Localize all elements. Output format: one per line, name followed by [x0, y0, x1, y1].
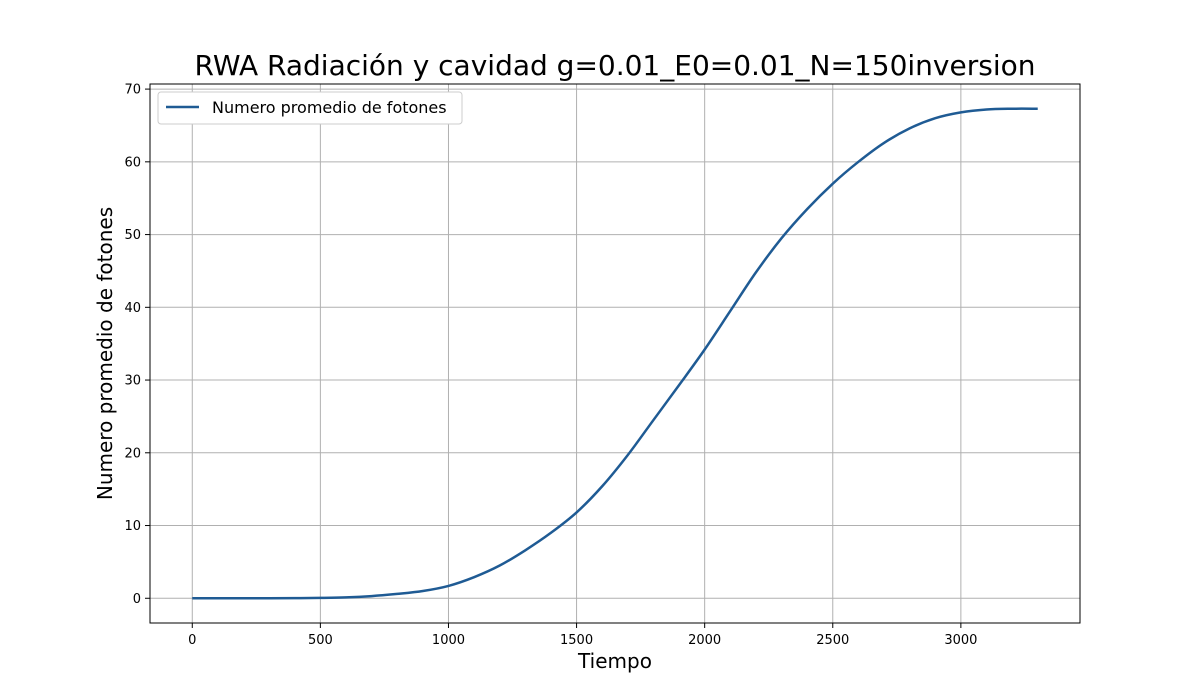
- x-axis-label: Tiempo: [577, 649, 652, 673]
- series-layer: [192, 107, 1038, 600]
- y-axis-label: Numero promedio de fotones: [93, 207, 117, 500]
- plot-frame: [149, 83, 1081, 624]
- legend-box: [157, 91, 463, 125]
- x-tick-label: 0: [188, 633, 196, 648]
- x-tick-label: 500: [308, 633, 333, 648]
- series-line: [192, 107, 1038, 600]
- chart-title: RWA Radiación y cavidad g=0.01_E0=0.01_N…: [195, 49, 1036, 82]
- ticks: 0 500 1000 1500 2000 2500 3000 0 10 20 30 40 50 60 70: [124, 83, 977, 648]
- y-tick-label: 60: [124, 155, 141, 170]
- x-tick-label: 1000: [432, 633, 465, 648]
- y-tick-label: 50: [124, 228, 141, 243]
- legend: Numero promedio de fotones: [157, 91, 463, 125]
- x-tick-label: 2500: [816, 633, 849, 648]
- x-tick-label: 3000: [944, 633, 977, 648]
- y-tick-label: 0: [133, 592, 141, 607]
- y-tick-label: 70: [124, 83, 141, 98]
- x-tick-label: 2000: [688, 633, 721, 648]
- x-tick-label: 1500: [560, 633, 593, 648]
- y-tick-label: 40: [124, 301, 141, 316]
- legend-label: Numero promedio de fotones: [212, 98, 447, 117]
- y-tick-label: 20: [124, 446, 141, 461]
- y-tick-label: 30: [124, 374, 141, 389]
- y-tick-label: 10: [124, 519, 141, 534]
